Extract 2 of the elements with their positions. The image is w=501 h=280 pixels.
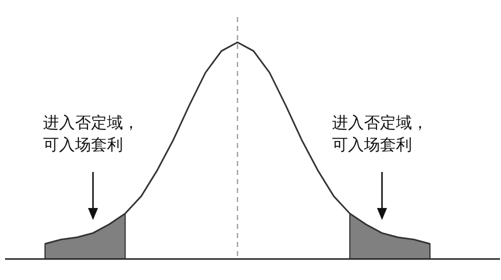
annotation: 进入否定域，可入场套利 (332, 112, 429, 156)
annotation: 进入否定域，可入场套利 (43, 112, 140, 156)
